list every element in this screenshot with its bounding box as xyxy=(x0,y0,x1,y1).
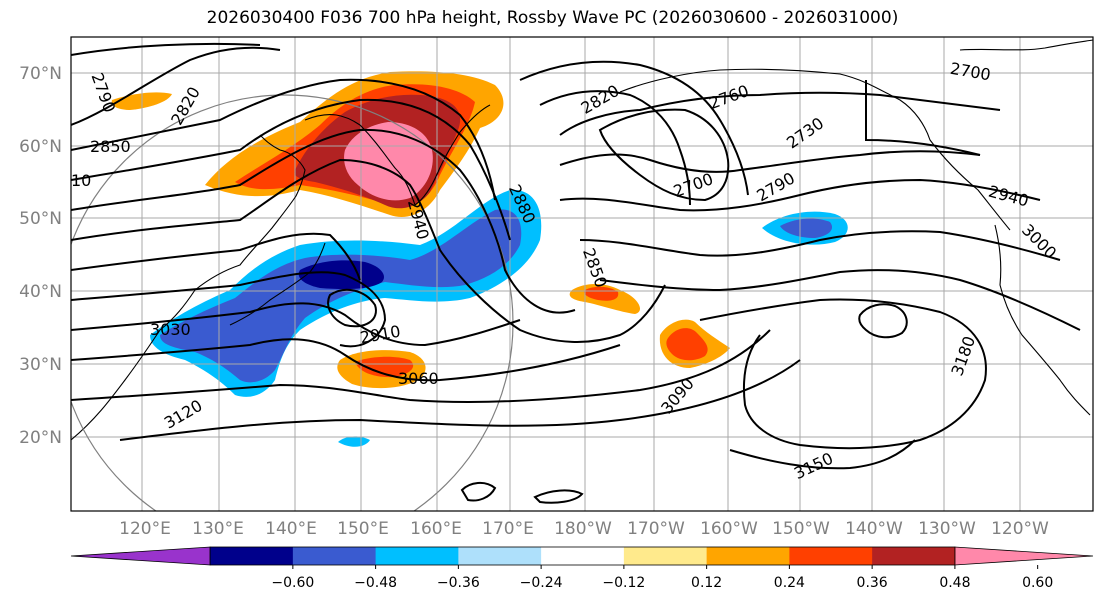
coast-japan xyxy=(229,242,326,326)
height-contours xyxy=(71,42,1081,504)
colorbar-tick-label: 0.24 xyxy=(774,575,805,591)
colorbar-bin xyxy=(292,547,377,565)
colorbar-tick-label: −0.12 xyxy=(602,575,645,591)
map-layers: 2790 2820 2850 10 2820 2760 2700 2730 27… xyxy=(71,37,1093,511)
anomaly-negative-small xyxy=(338,436,370,447)
colorbar-extend-high xyxy=(954,546,1094,566)
latitude-labels: 70°N 60°N 50°N 40°N 30°N 20°N xyxy=(19,64,62,448)
colorbar-bin xyxy=(375,547,459,565)
lon-label: 140°E xyxy=(265,519,317,539)
lon-label: 140°W xyxy=(845,519,903,539)
lat-label: 30°N xyxy=(19,355,62,375)
lon-label: 180°W xyxy=(554,519,612,539)
longitude-labels: 120°E 130°E 140°E 150°E 160°E 170°E 180°… xyxy=(119,519,1049,539)
coast-arctic xyxy=(959,39,1093,51)
colorbar: −0.60 −0.48 −0.36 −0.24 −0.12 0.12 0.24 0.36 0.4… xyxy=(70,546,1094,591)
lon-label: 170°W xyxy=(627,519,685,539)
contour-label: 3030 xyxy=(150,320,191,339)
coast-north-america xyxy=(994,224,1091,416)
map-area xyxy=(71,37,1093,511)
colorbar-bin xyxy=(789,547,873,565)
colorbar-bin xyxy=(541,547,625,565)
colorbar-tick-label: 0.48 xyxy=(939,575,970,591)
colorbar-tick-label: 0.12 xyxy=(691,575,722,591)
colorbar-tick-label: −0.24 xyxy=(520,575,563,591)
anomaly-positive-southjapan-mid xyxy=(355,356,414,378)
colorbar-tick-label: −0.36 xyxy=(437,575,480,591)
colorbar-tick-label: 0.60 xyxy=(1022,575,1053,591)
colorbar-extend-low xyxy=(70,546,211,566)
lat-label: 50°N xyxy=(19,209,62,229)
lon-label: 130°W xyxy=(918,519,976,539)
coast-alaska xyxy=(619,68,1011,231)
map-border xyxy=(70,36,1094,512)
lon-label: 120°E xyxy=(119,519,171,539)
figure-title: 2026030400 F036 700 hPa height, Rossby W… xyxy=(206,8,899,28)
colorbar-bin xyxy=(623,547,708,565)
contour-label: 10 xyxy=(71,171,91,190)
coast-asia xyxy=(71,134,306,441)
colorbar-tick-label: −0.60 xyxy=(271,575,314,591)
lon-label: 160°E xyxy=(410,519,462,539)
lon-label: 120°W xyxy=(991,519,1049,539)
colorbar-bin xyxy=(872,547,956,565)
coast-kamchatka xyxy=(304,104,491,206)
colorbar-bin xyxy=(210,547,294,565)
lon-label: 170°E xyxy=(482,519,534,539)
coastlines xyxy=(71,39,1093,441)
contour-label: 3060 xyxy=(398,369,439,388)
lon-label: 150°E xyxy=(337,519,389,539)
lon-label: 150°W xyxy=(772,519,830,539)
anomaly-negative-japan-mid xyxy=(160,209,522,383)
colorbar-tick-label: 0.36 xyxy=(857,575,888,591)
lat-label: 70°N xyxy=(19,64,62,84)
colorbar-tick-label: −0.48 xyxy=(354,575,397,591)
anomaly-positive-central-mid xyxy=(666,328,708,361)
anomaly-negative-east-core xyxy=(780,218,833,238)
anomaly-positive-dateline-mid xyxy=(584,286,619,301)
lat-label: 40°N xyxy=(19,282,62,302)
lat-label: 60°N xyxy=(19,137,62,157)
lon-label: 160°W xyxy=(700,519,758,539)
lon-label: 130°E xyxy=(192,519,244,539)
colorbar-bin xyxy=(706,547,790,565)
colorbar-bin xyxy=(458,547,542,565)
lat-label: 20°N xyxy=(19,428,62,448)
colorbar-frame xyxy=(209,546,956,566)
contour-label: 2850 xyxy=(90,137,131,156)
anomaly-positive-kamchatka-peak xyxy=(344,122,433,201)
graticule xyxy=(71,37,1093,511)
